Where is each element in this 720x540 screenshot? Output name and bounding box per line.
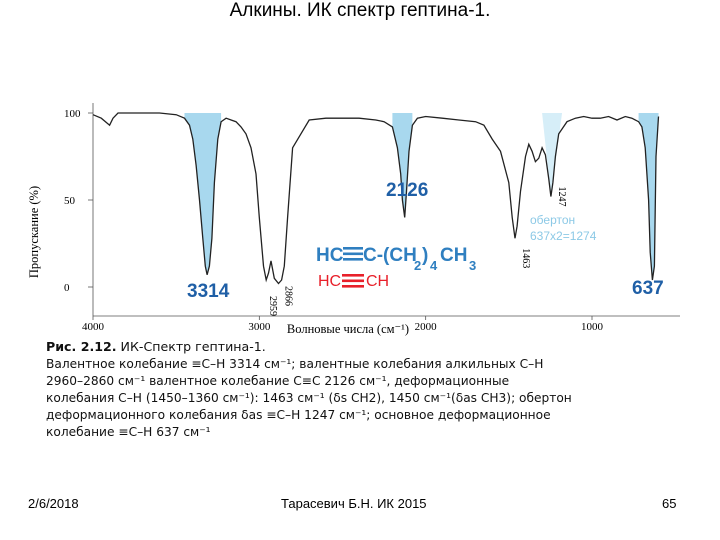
fragment-ch: CH <box>366 273 389 290</box>
figure-caption-title: Рис. 2.12. ИК-Спектр гептина-1. <box>46 339 266 355</box>
y-tick-label: 100 <box>64 108 81 120</box>
triple-bond-red <box>342 274 364 288</box>
caption-line-1: Валентное колебание ≡C–H 3314 см⁻¹; вале… <box>46 357 544 371</box>
formula-chain: C-(CH <box>363 245 417 266</box>
peak-2126-label: 2126 <box>386 180 428 201</box>
y-axis-label: Пропускание (%) <box>27 186 41 278</box>
figure-title: ИК-Спектр гептина-1. <box>116 339 266 354</box>
x-tick-label: 3000 <box>248 321 271 333</box>
triple-bond-blue <box>343 247 363 261</box>
formula-sub4: 4 <box>430 258 438 273</box>
peak-wavenumber-label: 1247 <box>556 187 567 207</box>
footer-author: Тарасевич Б.Н. ИК 2015 <box>281 496 427 511</box>
y-ticks: 100 50 0 <box>64 108 93 294</box>
peak-labels: 2959 2866 1463 1247 <box>267 187 567 317</box>
peak-wavenumber-label: 1463 <box>520 248 531 268</box>
fragment-hc: HC <box>318 273 341 290</box>
overtone-label: обертон <box>530 213 575 227</box>
peak-637-label: 637 <box>632 278 664 299</box>
heptyne-formula: HC C-(CH 2 ) 4 CH 3 <box>316 245 476 273</box>
x-tick-label: 1000 <box>581 321 604 333</box>
slide-title: Алкины. ИК спектр гептина-1. <box>229 0 491 21</box>
footer-date: 2/6/2018 <box>28 496 79 511</box>
footer-page-number: 65 <box>662 496 677 511</box>
formula-sub3: 3 <box>469 258 476 273</box>
formula-paren: ) <box>422 245 428 266</box>
caption-line-2: 2960–2860 см⁻¹ валентное колебание C≡C 2… <box>46 374 510 388</box>
y-tick-label: 50 <box>64 195 76 207</box>
x-ticks: 4000 3000 2000 1000 <box>82 316 604 333</box>
overtone-calc-label: 637x2=1274 <box>530 229 597 243</box>
band-2126-fill <box>392 113 413 218</box>
x-tick-label: 2000 <box>415 321 438 333</box>
peak-wavenumber-label: 2959 <box>267 296 278 316</box>
caption-line-4: деформационного колебания δas ≡C–H 1247 … <box>46 408 551 422</box>
y-tick-label: 0 <box>64 282 70 294</box>
alkyne-fragment-formula: HC CH <box>318 273 389 290</box>
formula-hc: HC <box>316 245 344 266</box>
peak-3314-label: 3314 <box>187 281 230 302</box>
overtone-band-fill <box>542 113 563 197</box>
caption-line-5: колебание ≡C–H 637 см⁻¹ <box>46 425 211 439</box>
x-axis-label: Волновые числа (см⁻¹) <box>287 322 409 336</box>
figure-label: Рис. 2.12. <box>46 339 117 354</box>
formula-ch3: CH <box>440 245 467 266</box>
caption-line-3: колебания C–H (1450–1360 см⁻¹): 1463 см⁻… <box>46 391 572 405</box>
formula-sub2: 2 <box>414 258 421 273</box>
peak-wavenumber-label: 2866 <box>283 286 294 306</box>
band-3314-fill <box>184 113 222 275</box>
spectrum-line <box>92 112 660 285</box>
x-tick-label: 4000 <box>82 321 105 333</box>
